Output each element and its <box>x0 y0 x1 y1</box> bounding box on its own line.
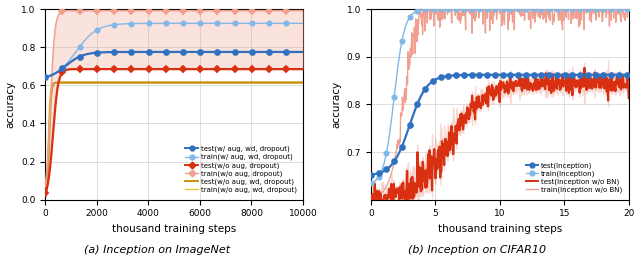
X-axis label: thousand training steps: thousand training steps <box>112 224 236 234</box>
Legend: test(Inception), train(Inception), test(Inception w/o BN), train(Inception w/o B: test(Inception), train(Inception), test(… <box>524 159 625 196</box>
Text: (b) Inception on CIFAR10: (b) Inception on CIFAR10 <box>408 246 546 255</box>
Text: (a) Inception on ImageNet: (a) Inception on ImageNet <box>84 246 230 255</box>
X-axis label: thousand training steps: thousand training steps <box>438 224 562 234</box>
Y-axis label: accuracy: accuracy <box>332 81 341 128</box>
Legend: test(w/ aug, wd, dropout), train(w/ aug, wd, dropout), test(w/o aug, dropout), t: test(w/ aug, wd, dropout), train(w/ aug,… <box>182 143 300 196</box>
Y-axis label: accuracy: accuracy <box>6 81 15 128</box>
